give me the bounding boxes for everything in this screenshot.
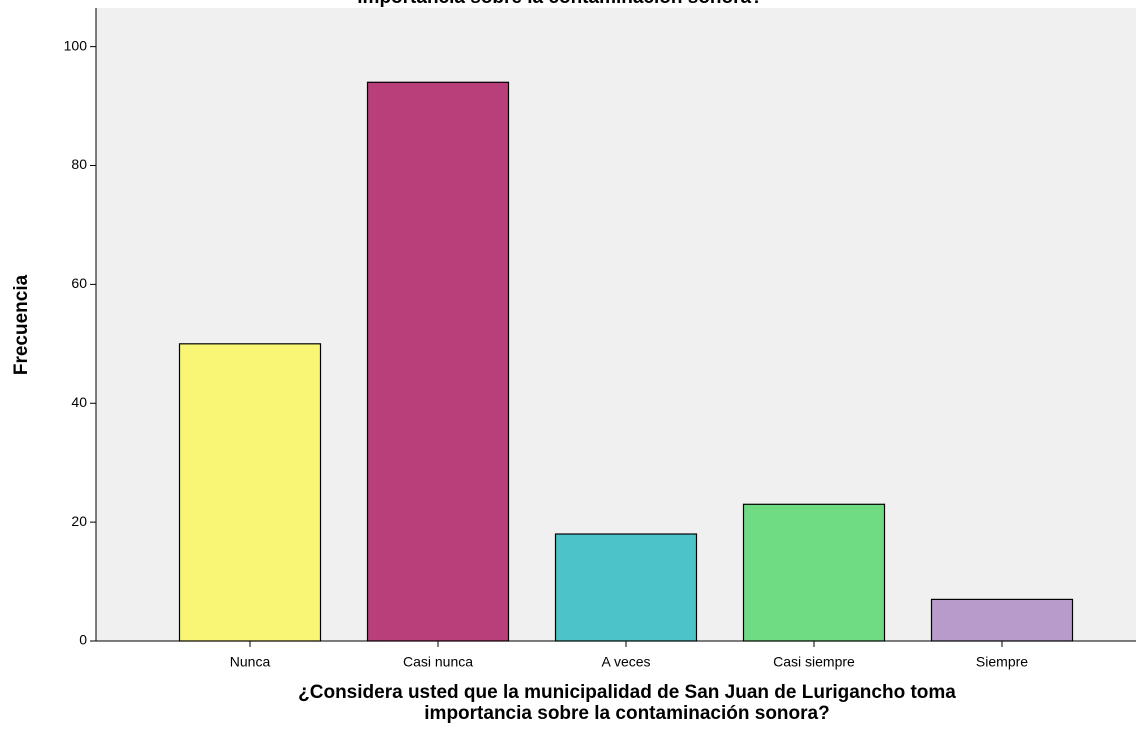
y-tick-label: 40 — [71, 394, 87, 410]
y-tick-label: 20 — [71, 513, 87, 529]
y-tick-label: 100 — [64, 37, 88, 53]
y-tick-label: 60 — [71, 275, 87, 291]
x-tick-label: Casi siempre — [773, 654, 855, 670]
bar — [742, 503, 886, 642]
bar — [930, 598, 1074, 642]
x-tick-label: Casi nunca — [403, 654, 473, 670]
chart-title: importancia sobre la contaminación sonor… — [357, 0, 762, 8]
y-axis-title: Frecuencia — [11, 274, 32, 375]
x-tick-label: A veces — [601, 654, 650, 670]
x-axis-title: ¿Considera usted que la municipalidad de… — [298, 682, 956, 703]
bar — [366, 81, 510, 642]
x-tick-label: Siempre — [976, 654, 1028, 670]
bar — [178, 343, 322, 642]
bar — [554, 533, 698, 642]
x-axis-title: importancia sobre la contaminación sonor… — [424, 703, 829, 724]
x-tick-label: Nunca — [230, 654, 271, 670]
y-tick-label: 80 — [71, 156, 87, 172]
y-tick-label: 0 — [79, 632, 87, 648]
